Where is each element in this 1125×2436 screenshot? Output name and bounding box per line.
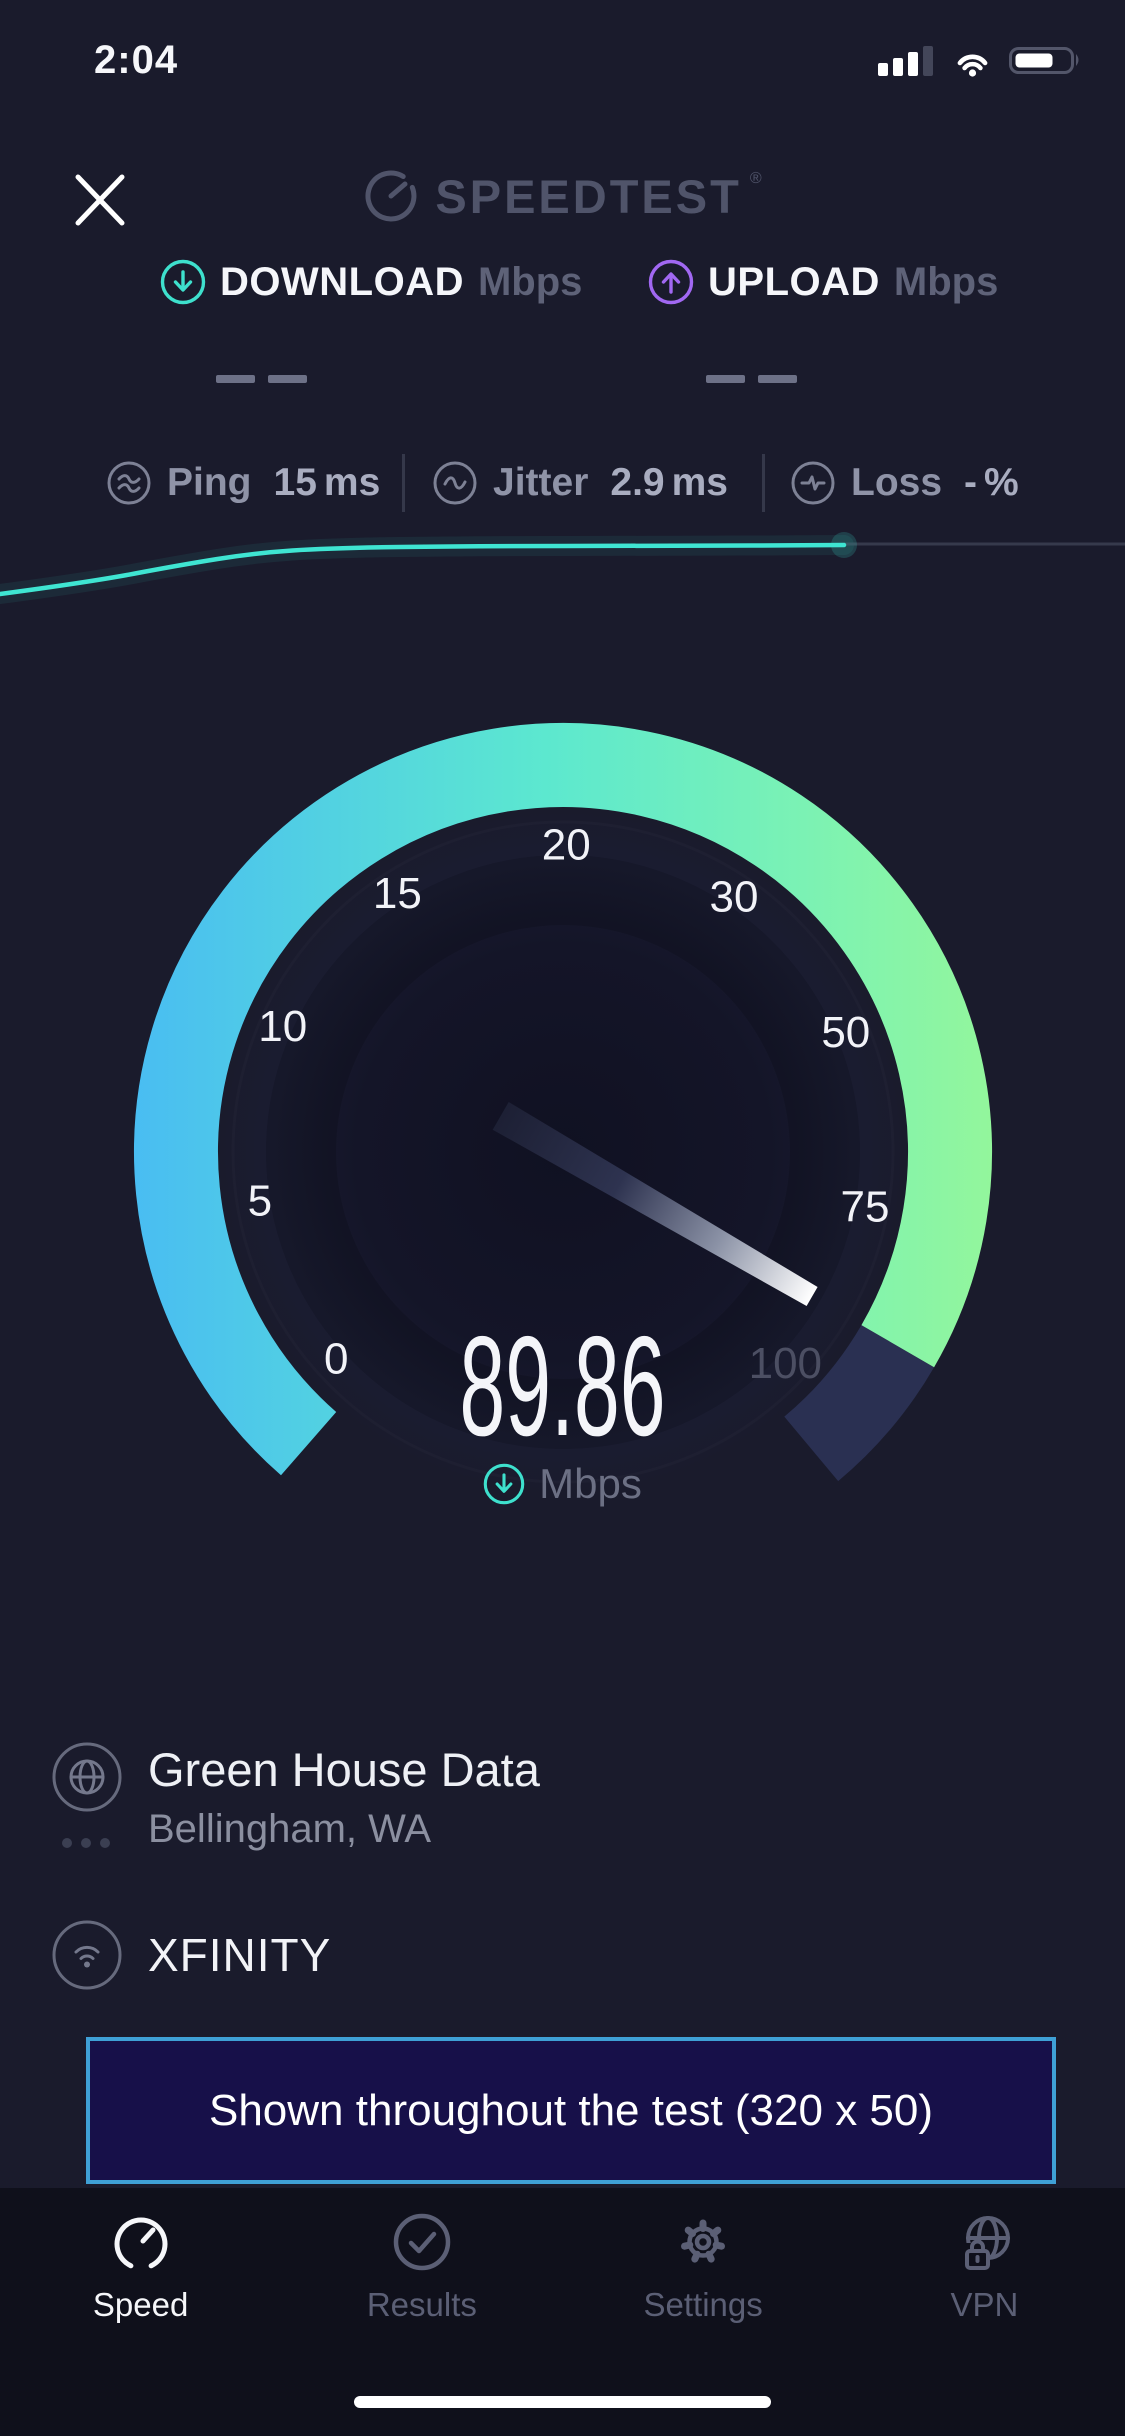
loss-value: - (964, 461, 978, 504)
download-circle-icon (483, 1463, 525, 1505)
check-circle-icon (393, 2213, 451, 2271)
upload-value-placeholder (706, 375, 797, 383)
stat-divider (762, 454, 765, 512)
status-time: 2:04 (94, 38, 179, 82)
gear-icon (681, 2219, 726, 2263)
tab-bar: Speed Results (0, 2188, 1125, 2436)
cellular-signal-icon (878, 46, 933, 76)
loss-label: Loss (851, 461, 943, 504)
ping-stat: Ping 15 ms (106, 456, 380, 510)
upload-header: UPLOAD Mbps (648, 256, 998, 308)
logo-text: SPEEDTEST (435, 169, 742, 223)
ad-banner-text: Shown throughout the test (320 x 50) (208, 2085, 934, 2135)
speedometer-icon (114, 2217, 168, 2269)
ping-value: 15 (273, 461, 317, 504)
wifi-connection-icon (52, 1920, 122, 1990)
jitter-icon (433, 461, 477, 505)
vpn-globe-lock-icon (963, 2216, 1011, 2270)
jitter-unit: ms (671, 461, 728, 504)
server-selector[interactable]: Green House Data Bellingham, WA (52, 1742, 540, 1852)
ping-unit: ms (323, 461, 381, 504)
ping-label: Ping (167, 461, 252, 504)
tab-results-label: Results (366, 2286, 477, 2323)
upload-circle-icon (648, 259, 694, 305)
tab-speed-label: Speed (92, 2286, 189, 2323)
isp-name: XFINITY (148, 1929, 332, 1981)
tab-results[interactable]: Results (281, 2188, 562, 2436)
stat-divider (402, 454, 405, 512)
gauge-tick-label: 50 (821, 1008, 870, 1057)
download-value-placeholder (216, 375, 307, 383)
loss-unit: % (984, 461, 1019, 504)
jitter-value: 2.9 (610, 461, 665, 504)
tab-vpn[interactable]: VPN (844, 2188, 1125, 2436)
ad-banner[interactable]: Shown throughout the test (320 x 50) (86, 2037, 1056, 2184)
close-icon (75, 174, 125, 226)
battery-icon (1009, 47, 1079, 74)
gauge-value: 89.86 (459, 1307, 666, 1466)
isp-row: XFINITY (52, 1920, 331, 1990)
jitter-label: Jitter (493, 461, 589, 504)
speedtest-logo-icon (365, 170, 417, 222)
tab-settings[interactable]: Settings (563, 2188, 844, 2436)
download-header: DOWNLOAD Mbps (160, 256, 582, 308)
upload-label: UPLOAD (708, 259, 880, 304)
server-name: Green House Data (148, 1743, 540, 1796)
gauge-tick-label: 5 (248, 1176, 272, 1225)
home-indicator[interactable] (354, 2396, 771, 2408)
tab-vpn-label: VPN (950, 2286, 1019, 2323)
tab-speed[interactable]: Speed (0, 2188, 281, 2436)
speedtest-logo: SPEEDTEST ® (0, 168, 1125, 224)
globe-icon (52, 1742, 122, 1812)
wifi-icon (957, 54, 988, 77)
gauge-unit-label: Mbps (539, 1460, 642, 1507)
gauge-tick-label: 10 (258, 1002, 307, 1051)
status-icons (878, 40, 1085, 80)
registered-mark: ® (749, 170, 762, 187)
download-unit: Mbps (477, 259, 583, 304)
gauge-tick-label: 15 (373, 869, 422, 918)
loss-icon (791, 461, 835, 505)
tab-settings-label: Settings (643, 2286, 763, 2323)
change-server-ellipsis[interactable] (62, 1838, 110, 1848)
ping-icon (107, 461, 151, 505)
gauge-tick-label: 20 (542, 821, 591, 870)
download-label: DOWNLOAD (220, 259, 464, 304)
gauge-unit-row: Mbps (0, 1460, 1125, 1508)
server-location: Bellingham, WA (148, 1807, 432, 1851)
gauge-needle (492, 1102, 818, 1306)
close-button[interactable] (62, 161, 138, 237)
upload-unit: Mbps (893, 259, 999, 304)
gauge-tick-label: 75 (841, 1183, 890, 1232)
download-circle-icon (160, 259, 206, 305)
jitter-stat: Jitter 2.9 ms (432, 456, 728, 510)
loss-stat: Loss - % (790, 456, 1019, 510)
gauge-tick-label: 30 (710, 873, 759, 922)
